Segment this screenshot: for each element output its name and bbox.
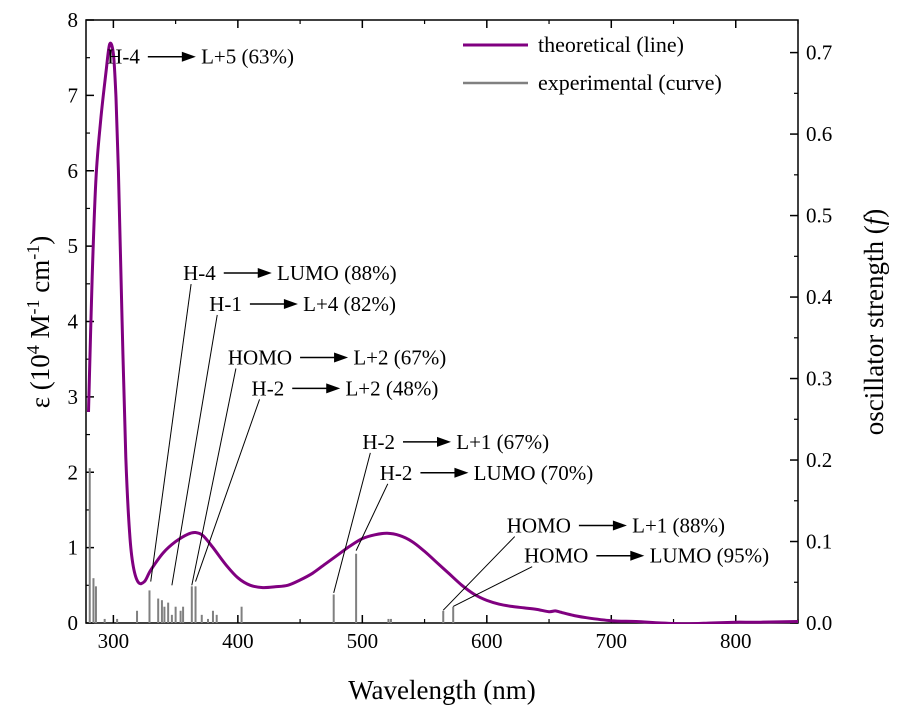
leader-line — [195, 399, 261, 582]
leader-line — [171, 314, 218, 586]
x-axis-title: Wavelength (nm) — [348, 675, 536, 705]
y-left-tick-label: 4 — [68, 310, 79, 334]
legend-label: theoretical (line) — [538, 32, 684, 57]
axis-ticks: 300 400 500 600 700 800 0 1 2 3 4 5 6 7 8 0.0 0.1 0.2 0.3 0… — [68, 8, 833, 653]
arrow-head — [612, 520, 627, 531]
arrow-head — [181, 51, 196, 62]
x-tick-label: 800 — [720, 629, 752, 653]
y-left-tick-label: 7 — [68, 83, 79, 107]
y-right-tick-label: 0.3 — [806, 367, 832, 391]
leader-line — [191, 368, 237, 586]
transition-from: H-2 — [380, 461, 413, 485]
transition-label: HOMO LUMO (95%) — [524, 544, 769, 568]
transition-label: H-2 L+2 (48%) — [252, 376, 439, 400]
leader-line — [452, 566, 533, 607]
legend: theoretical (line) experimental (curve) — [463, 32, 722, 95]
y-left-tick-label: 0 — [68, 611, 79, 635]
x-tick-label: 300 — [98, 629, 130, 653]
legend-label: experimental (curve) — [538, 70, 722, 95]
arrow-head — [326, 383, 341, 394]
transition-to: L+2 (67%) — [353, 345, 446, 369]
y-left-tick-label: 2 — [68, 460, 79, 484]
y-left-tick-label: 6 — [68, 159, 79, 183]
transition-label: H-4 L+5 (63%) — [107, 45, 294, 69]
arrow-head — [437, 436, 452, 447]
arrow-head — [630, 550, 645, 561]
transition-to: LUMO (88%) — [277, 261, 397, 285]
transition-to: L+1 (88%) — [632, 514, 725, 538]
transition-label: H-4 LUMO (88%) — [183, 261, 396, 285]
transition-from: H-4 — [107, 45, 140, 69]
transition-label: HOMO L+1 (88%) — [507, 514, 725, 538]
leader-line — [333, 452, 371, 593]
transition-from: HOMO — [524, 544, 588, 568]
y-right-tick-label: 0.5 — [806, 204, 832, 228]
arrow-head — [283, 298, 298, 309]
y-left-tick-label: 8 — [68, 8, 79, 32]
transition-to: L+4 (82%) — [303, 292, 396, 316]
y-right-tick-label: 0.2 — [806, 448, 832, 472]
arrow-head — [257, 268, 272, 279]
leader-line — [442, 536, 516, 611]
transition-label: HOMO L+2 (67%) — [228, 345, 446, 369]
arrow-head — [334, 352, 349, 363]
transition-label: H-2 LUMO (70%) — [380, 461, 593, 485]
y-right-tick-label: 0.7 — [806, 41, 832, 65]
y-right-tick-label: 0.0 — [806, 611, 832, 635]
y-left-tick-label: 5 — [68, 234, 79, 258]
transition-to: LUMO (70%) — [474, 461, 594, 485]
transition-from: H-2 — [252, 376, 285, 400]
x-tick-label: 700 — [596, 629, 628, 653]
x-tick-label: 600 — [471, 629, 503, 653]
transition-annotations: H-4 L+5 (63%)H-4 LUMO (88%)H-1 L+4 (82%)… — [107, 45, 769, 611]
x-tick-label: 400 — [222, 629, 254, 653]
transition-to: L+2 (48%) — [345, 376, 438, 400]
transition-from: H-1 — [209, 292, 242, 316]
transition-to: LUMO (95%) — [650, 544, 770, 568]
arrow-head — [454, 467, 469, 478]
transition-from: HOMO — [507, 514, 571, 538]
transition-to: L+5 (63%) — [201, 45, 294, 69]
y-left-tick-label: 1 — [68, 536, 79, 560]
y-axis-title-right: oscillator strength (f) — [859, 209, 889, 435]
leader-line — [355, 483, 389, 551]
y-right-tick-label: 0.4 — [806, 285, 833, 309]
leader-line — [150, 283, 192, 582]
transition-to: L+1 (67%) — [456, 430, 549, 454]
y-left-tick-label: 3 — [68, 385, 79, 409]
transition-label: H-1 L+4 (82%) — [209, 292, 396, 316]
transition-label: H-2 L+1 (67%) — [362, 430, 549, 454]
theoretical-line — [87, 41, 798, 624]
y-right-tick-label: 0.6 — [806, 122, 832, 146]
experimental-sticks — [88, 468, 455, 623]
transition-from: H-2 — [362, 430, 395, 454]
x-tick-label: 500 — [347, 629, 379, 653]
transition-from: HOMO — [228, 345, 292, 369]
y-axis-title-left: ε (104 M-1 cm-1) — [23, 236, 55, 409]
transition-from: H-4 — [183, 261, 216, 285]
y-right-tick-label: 0.1 — [806, 530, 832, 554]
